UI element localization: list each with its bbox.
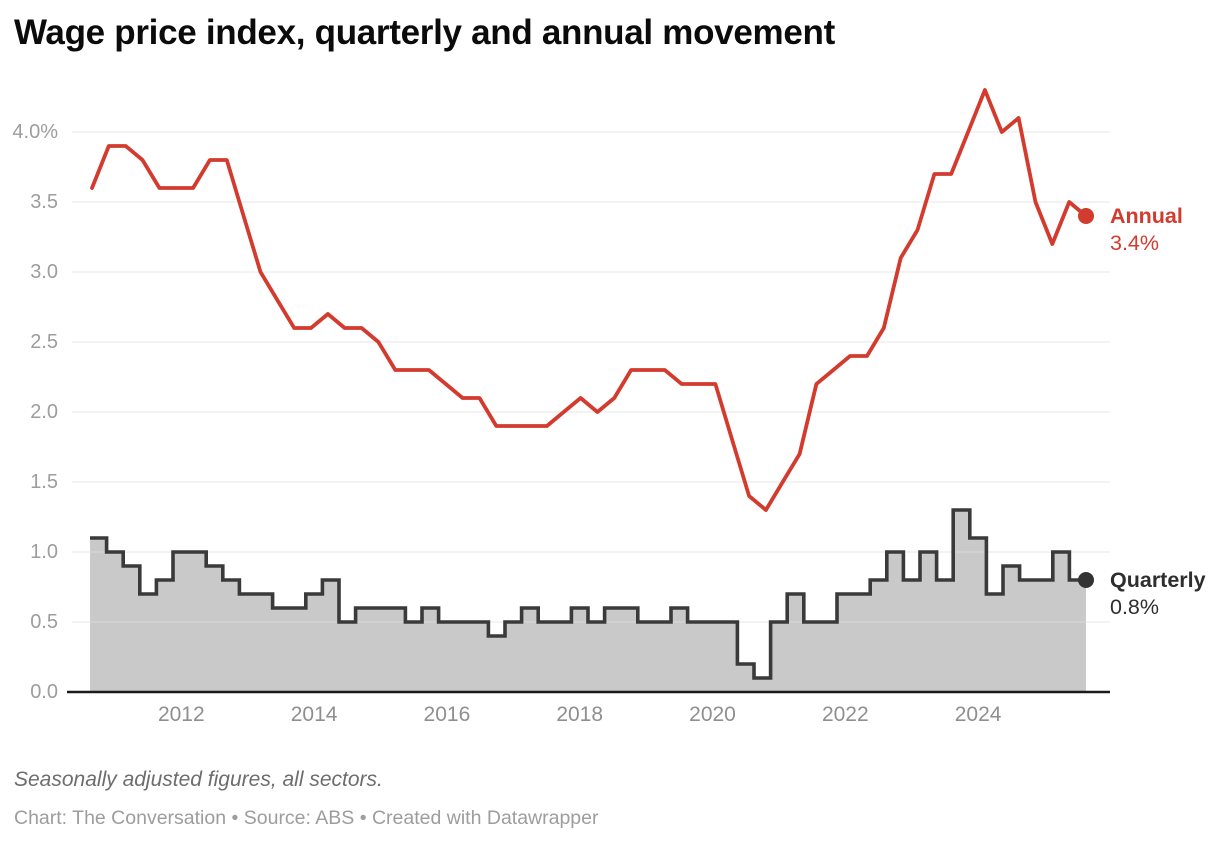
y-tick-label: 1.0	[30, 541, 58, 563]
quarterly-area-fill	[90, 510, 1086, 692]
y-tick-label: 2.5	[30, 331, 58, 353]
chart-title: Wage price index, quarterly and annual m…	[14, 13, 835, 52]
annual-series-value: 3.4%	[1110, 231, 1160, 255]
quarterly-series-label: Quarterly 0.8%	[1110, 567, 1218, 621]
y-tick-label: 0.0	[30, 681, 58, 703]
annual-series-label: Annual 3.4%	[1110, 203, 1218, 257]
y-tick-label: 0.5	[30, 611, 58, 633]
y-tick-label: 3.5	[30, 191, 58, 213]
x-tick-label: 2024	[954, 703, 1002, 726]
quarterly-series-value: 0.8%	[1110, 595, 1160, 619]
credit-line: Chart: The Conversation • Source: ABS • …	[14, 807, 599, 829]
y-tick-label: 4.0%	[12, 121, 58, 143]
x-tick-label: 2014	[290, 703, 338, 726]
x-tick-label: 2016	[423, 703, 471, 726]
x-tick-label: 2020	[689, 703, 736, 726]
x-tick-label: 2012	[157, 703, 205, 726]
annual-end-dot	[1078, 208, 1094, 224]
y-tick-label: 1.5	[30, 471, 58, 493]
quarterly-end-dot	[1078, 572, 1094, 588]
x-tick-label: 2022	[821, 703, 869, 726]
annual-line	[90, 88, 1088, 512]
y-tick-label: 3.0	[30, 261, 58, 283]
x-tick-label: 2018	[556, 703, 604, 726]
quarterly-step-line	[90, 508, 1086, 680]
quarterly-series-name: Quarterly	[1110, 568, 1206, 592]
annual-series-name: Annual	[1110, 204, 1183, 228]
footnote: Seasonally adjusted figures, all sectors…	[14, 768, 383, 791]
y-tick-label: 2.0	[30, 401, 58, 423]
